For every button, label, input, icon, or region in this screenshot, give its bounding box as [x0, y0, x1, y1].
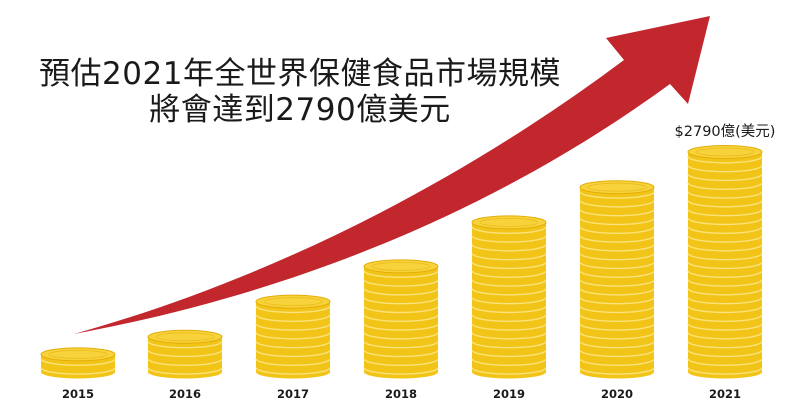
category-label-2015: 2015: [62, 387, 94, 401]
category-label-2017: 2017: [277, 387, 309, 401]
coin-stack-2019: [471, 215, 547, 379]
category-label-2016: 2016: [169, 387, 201, 401]
coin-stack-2018: [363, 259, 439, 379]
value-annotation-2021: $2790億(美元): [675, 123, 776, 140]
category-label-2018: 2018: [385, 387, 417, 401]
category-label-2020: 2020: [601, 387, 633, 401]
coin-stack-2021: [687, 145, 763, 379]
coin-stack-2016: [147, 329, 223, 379]
coin-stack-2020: [579, 180, 655, 379]
category-label-2021: 2021: [709, 387, 741, 401]
coin-stack-2015: [40, 347, 116, 379]
category-label-2019: 2019: [493, 387, 525, 401]
coin-stack-2017: [255, 294, 331, 379]
trend-arrow: [74, 16, 710, 334]
chart-title-line-2: 將會達到2790億美元: [149, 92, 451, 128]
chart-title-line-1: 預估2021年全世界保健食品市場規模: [39, 56, 561, 92]
